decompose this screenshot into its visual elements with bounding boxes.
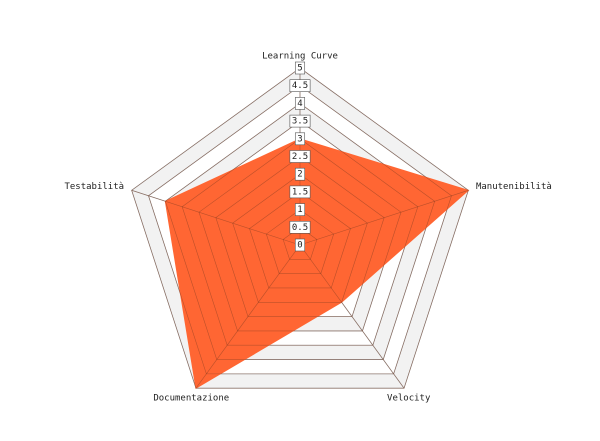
tick-label: 0.5 [292, 223, 308, 233]
grid-ring-overlay [131, 67, 469, 389]
tick-label-box [289, 114, 311, 128]
category-label: Testabilità [64, 182, 124, 192]
tick-label: 4 [297, 99, 302, 109]
tick-label-box [289, 185, 311, 199]
grid-ring-overlay [148, 85, 452, 375]
grid-ring-overlay [265, 209, 335, 274]
category-label: Documentazione [153, 393, 229, 403]
axis-line-overlay [299, 190, 469, 246]
tick-label: 1.5 [292, 187, 308, 197]
tick-label-group: 4.5 [289, 79, 311, 92]
tick-label-box [294, 132, 306, 146]
grid-ring-overlay [181, 120, 419, 346]
axis-line-overlay [195, 244, 301, 389]
tick-label: 2 [297, 170, 302, 180]
grid-ring-overlay [164, 103, 436, 360]
category-label: Manutenibilità [476, 182, 552, 192]
tick-label-group: 4 [294, 97, 306, 110]
tick-label-group: 3 [294, 132, 306, 146]
category-label: Velocity [387, 393, 431, 403]
tick-label-box [294, 61, 306, 75]
tick-label-group: 5 [294, 61, 306, 75]
category-label: Learning Curve [262, 52, 338, 62]
axis-line-overlay [131, 190, 301, 246]
axis-line-overlay [299, 244, 405, 389]
grid-ring-overlay [249, 191, 351, 289]
tick-label-group: 0.5 [289, 221, 311, 234]
tick-label-group: 1.5 [289, 185, 311, 199]
tick-label-box [294, 203, 306, 216]
tick-label: 4.5 [292, 81, 308, 91]
tick-label: 1 [297, 205, 302, 215]
tick-label: 5 [297, 64, 302, 74]
tick-label: 3.5 [292, 117, 308, 127]
tick-label-box [294, 97, 306, 110]
tick-label-box [289, 221, 311, 234]
grid-ring-overlay [232, 173, 368, 303]
grid-ring-overlay [198, 138, 402, 332]
tick-label: 3 [297, 134, 302, 144]
tick-label-box [289, 150, 311, 163]
tick-label-group: 0 [294, 238, 306, 252]
tick-label-group: 2 [294, 167, 306, 181]
grid-ring-overlay [215, 156, 385, 317]
grid-ring-overlay [282, 226, 318, 260]
tick-label-box [289, 79, 311, 92]
tick-label: 2.5 [292, 152, 308, 162]
tick-label-box [294, 238, 306, 252]
tick-label: 0 [297, 241, 302, 251]
tick-label-group: 2.5 [289, 150, 311, 163]
tick-label-group: 3.5 [289, 114, 311, 128]
tick-label-box [294, 167, 306, 181]
tick-label-group: 1 [294, 203, 306, 216]
